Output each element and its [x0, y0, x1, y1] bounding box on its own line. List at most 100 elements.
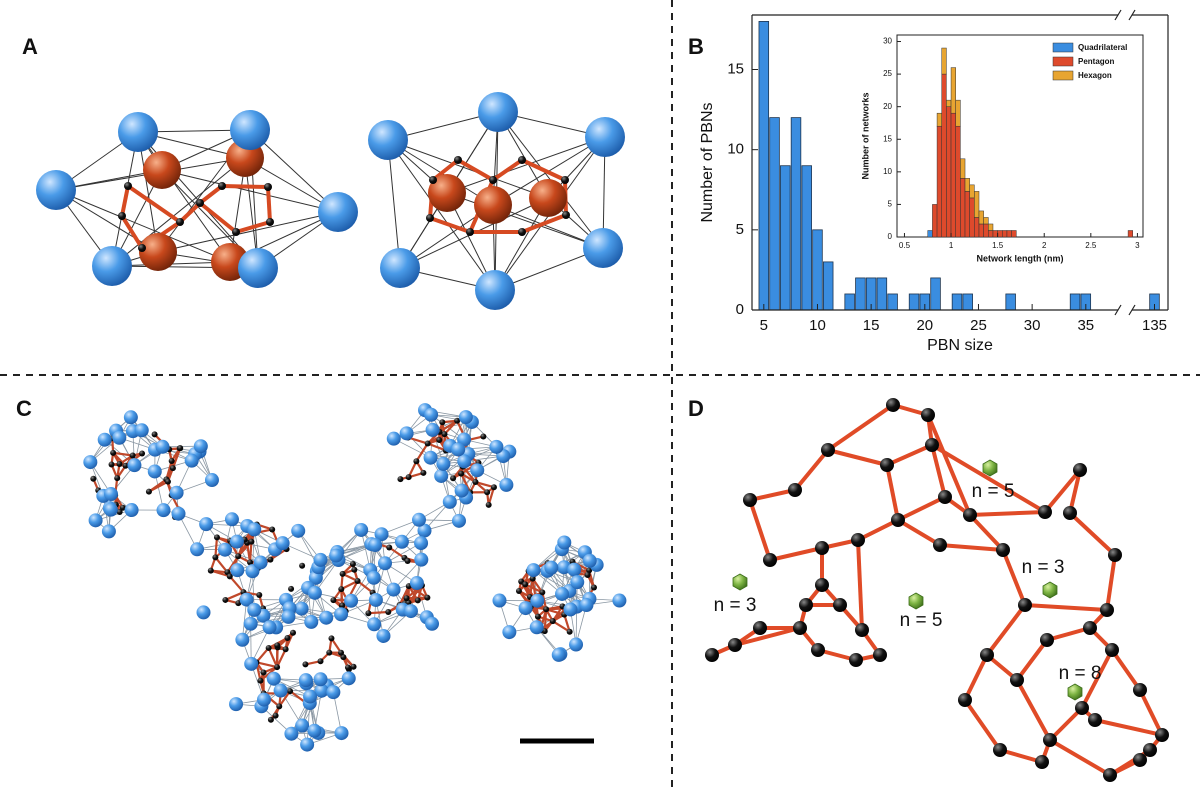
atom [116, 460, 123, 467]
atom [265, 644, 272, 651]
hist-bar [997, 230, 1003, 238]
atom [218, 182, 226, 190]
atom [257, 692, 272, 707]
atom [489, 439, 504, 454]
atom [563, 602, 578, 617]
hist-bar [955, 99, 961, 127]
bond [368, 610, 389, 615]
atom [232, 228, 240, 236]
atom [176, 218, 184, 226]
atom [257, 677, 264, 684]
atom [266, 218, 274, 226]
atom [566, 628, 573, 635]
atom [529, 575, 536, 582]
legend-swatch [1052, 42, 1074, 53]
atom [281, 609, 296, 624]
atom [334, 607, 349, 622]
atom [196, 605, 211, 620]
bond [930, 444, 947, 498]
atom [334, 726, 349, 741]
atom [414, 597, 421, 604]
bar [822, 261, 834, 311]
bond [198, 201, 238, 234]
atom [97, 432, 112, 447]
hist-bar [960, 178, 966, 238]
bar [930, 277, 941, 311]
bond [1080, 649, 1114, 709]
atom [429, 176, 437, 184]
atom [1133, 683, 1147, 697]
atom [451, 442, 466, 457]
atom [244, 656, 259, 671]
atom [515, 587, 522, 594]
atom [417, 523, 432, 538]
atom [168, 458, 175, 465]
atom [303, 689, 318, 704]
bond [491, 158, 524, 182]
atom [351, 566, 358, 573]
x-tick-label: 2 [1042, 241, 1047, 250]
axis-break [1114, 304, 1122, 316]
atom [534, 613, 541, 620]
atom [502, 625, 517, 640]
bar [1005, 293, 1016, 311]
atom [229, 534, 244, 549]
bond [120, 214, 144, 250]
bond [210, 569, 231, 578]
atom [529, 179, 567, 217]
bond [111, 157, 246, 267]
axis-break [1114, 9, 1122, 21]
hist-bar [983, 223, 989, 238]
atom [151, 431, 158, 438]
bond [431, 158, 460, 182]
bond [161, 169, 339, 213]
panel-a [36, 92, 625, 310]
panel-label: B [688, 34, 704, 59]
atom [993, 743, 1007, 757]
atom [397, 476, 404, 483]
atom [267, 716, 274, 723]
bond [407, 436, 428, 445]
bond [968, 513, 1005, 552]
hist-bar [969, 197, 975, 238]
hist-bar [978, 210, 984, 225]
atom [394, 534, 409, 549]
annotation: n = 3 [714, 595, 757, 616]
y-tick-label: 10 [727, 141, 744, 158]
atom [705, 648, 719, 662]
bond [221, 184, 269, 189]
atom [414, 552, 429, 567]
bar [876, 277, 888, 311]
atom [169, 465, 176, 472]
atom [530, 593, 545, 608]
atom [272, 712, 279, 719]
bar [801, 165, 812, 311]
x-tick-label: 3 [1135, 241, 1140, 250]
atom [287, 688, 294, 695]
atom [492, 593, 507, 608]
atom [386, 544, 393, 551]
atom [319, 610, 334, 625]
atom [350, 663, 357, 670]
bond [340, 579, 359, 591]
hist-bar [955, 125, 961, 238]
hist-bar [950, 112, 956, 238]
atom [1108, 548, 1122, 562]
atom [996, 543, 1010, 557]
atom [399, 426, 414, 441]
bond [398, 585, 410, 606]
atom [788, 483, 802, 497]
atom [404, 558, 411, 565]
bond [963, 654, 989, 701]
atom [518, 156, 526, 164]
bond [112, 451, 133, 457]
hist-bar [1127, 230, 1134, 238]
atom [569, 637, 584, 652]
atom [366, 570, 381, 585]
bond [427, 442, 447, 452]
bond [1024, 603, 1108, 612]
bond [857, 518, 899, 542]
atom [454, 483, 469, 498]
bond [248, 541, 253, 563]
